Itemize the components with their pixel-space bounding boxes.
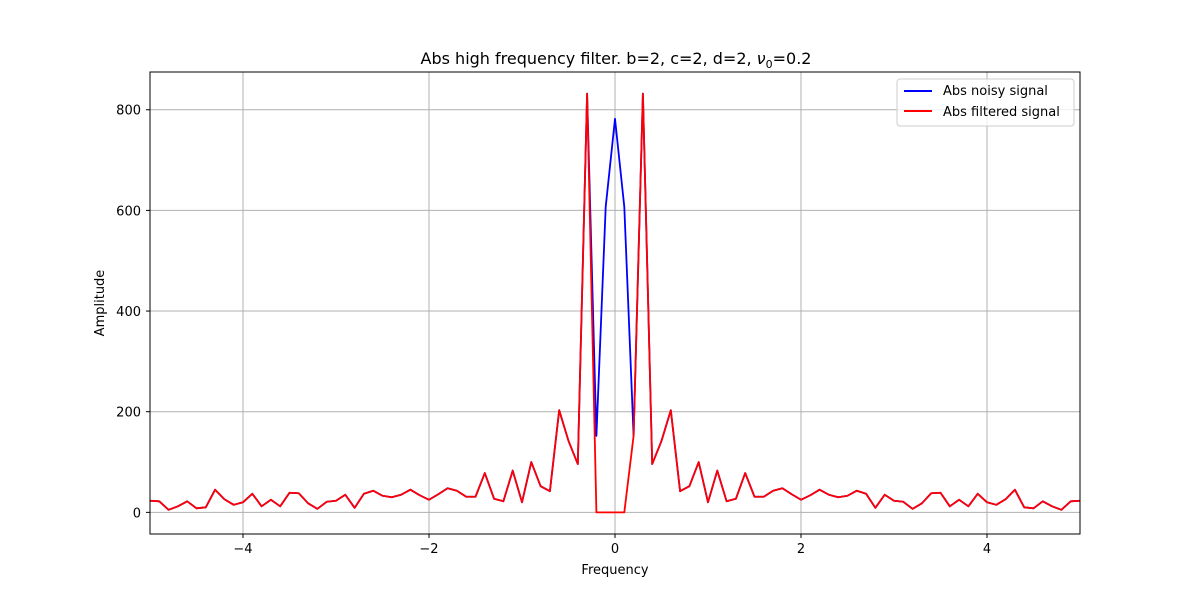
x-tick-label: 2 [797,542,805,557]
x-tick-label: 0 [611,542,619,557]
x-axis-label: Frequency [581,563,648,578]
legend-label-filtered: Abs filtered signal [943,105,1060,120]
plot-series [150,92,1080,514]
x-tick-label: −4 [233,542,252,557]
svg-text:Abs high frequency filter. b=2: Abs high frequency filter. b=2, c=2, d=2… [421,49,812,71]
y-tick-label: 600 [116,204,141,219]
legend-label-noisy: Abs noisy signal [943,84,1048,99]
y-tick-label: 0 [133,506,141,521]
chart-title-tail: =0.2 [773,49,812,68]
y-tick-label: 200 [116,406,141,421]
chart-title-main: Abs high frequency filter. b=2, c=2, d=2… [421,49,757,68]
chart-title-subscript: 0 [766,58,773,71]
x-tick-label: −2 [419,542,438,557]
y-axis-ticks: 0 200 400 600 800 [116,104,150,521]
y-axis-label: Amplitude [93,270,108,337]
y-tick-label: 800 [116,104,141,119]
y-tick-label: 400 [116,305,141,320]
chart-title: Abs high frequency filter. b=2, c=2, d=2… [421,49,812,71]
x-tick-label: 4 [983,542,991,557]
series-line-filtered [150,92,1080,514]
legend-frame [896,78,1075,127]
legend: Abs noisy signal Abs filtered signal [896,78,1075,127]
chart-title-nu: ν [757,49,766,68]
x-axis-ticks: −4 −2 0 2 4 [233,534,991,557]
